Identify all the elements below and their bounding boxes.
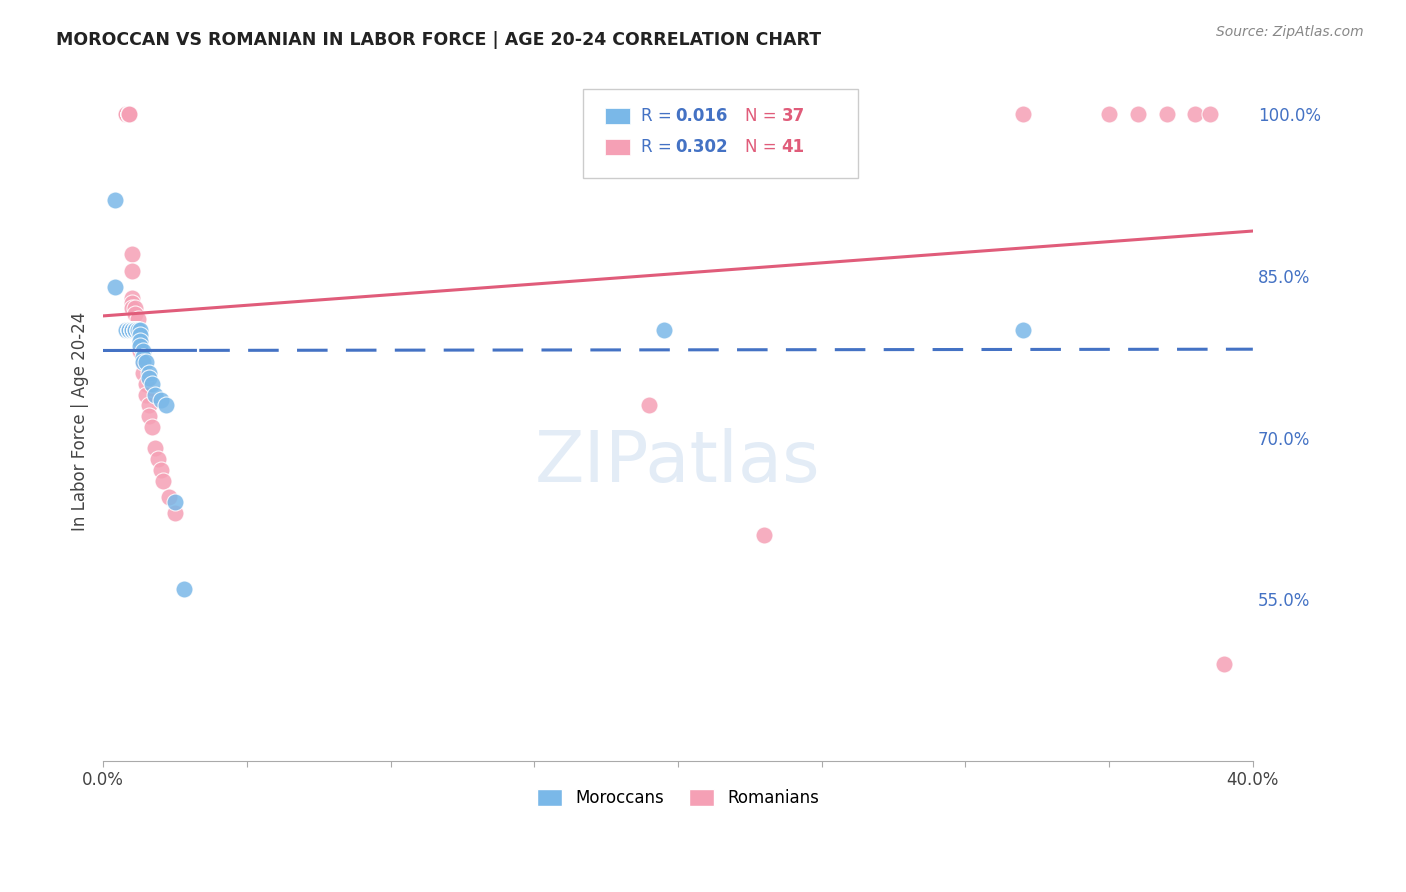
- Point: [132, 355, 155, 369]
- Point: [118, 107, 141, 121]
- Point: [118, 323, 141, 337]
- Point: [118, 107, 141, 121]
- Point: [146, 452, 169, 467]
- Point: [143, 442, 166, 456]
- Text: R =: R =: [641, 107, 672, 125]
- Point: [132, 355, 155, 369]
- Point: [124, 323, 146, 337]
- Point: [1012, 107, 1035, 121]
- Point: [132, 366, 155, 380]
- Point: [129, 344, 152, 359]
- Point: [118, 323, 141, 337]
- Point: [121, 247, 143, 261]
- Text: ZIPatlas: ZIPatlas: [536, 428, 821, 497]
- Text: N =: N =: [745, 138, 776, 156]
- Point: [124, 323, 146, 337]
- Text: N =: N =: [745, 107, 776, 125]
- Point: [118, 107, 141, 121]
- Point: [124, 301, 146, 316]
- Point: [138, 371, 160, 385]
- Point: [138, 409, 160, 423]
- Point: [118, 107, 141, 121]
- Point: [127, 323, 149, 337]
- Point: [104, 279, 127, 293]
- Point: [1126, 107, 1149, 121]
- Point: [638, 398, 661, 412]
- Text: 37: 37: [782, 107, 806, 125]
- Point: [143, 387, 166, 401]
- Point: [127, 312, 149, 326]
- Point: [1098, 107, 1121, 121]
- Point: [121, 323, 143, 337]
- Point: [121, 323, 143, 337]
- Point: [652, 323, 675, 337]
- Text: 0.302: 0.302: [675, 138, 727, 156]
- Point: [121, 291, 143, 305]
- Point: [124, 323, 146, 337]
- Point: [1156, 107, 1178, 121]
- Text: 0.016: 0.016: [675, 107, 727, 125]
- Point: [754, 527, 776, 541]
- Point: [1213, 657, 1236, 671]
- Point: [121, 301, 143, 316]
- Point: [115, 107, 138, 121]
- Point: [141, 376, 163, 391]
- Point: [121, 323, 143, 337]
- Point: [1184, 107, 1206, 121]
- Point: [129, 334, 152, 348]
- Point: [132, 344, 155, 359]
- Point: [149, 392, 172, 407]
- Y-axis label: In Labor Force | Age 20-24: In Labor Force | Age 20-24: [72, 312, 89, 531]
- Point: [149, 463, 172, 477]
- Point: [157, 490, 180, 504]
- Point: [129, 323, 152, 337]
- Point: [127, 323, 149, 337]
- Point: [1198, 107, 1220, 121]
- Text: Source: ZipAtlas.com: Source: ZipAtlas.com: [1216, 25, 1364, 39]
- Point: [127, 323, 149, 337]
- Point: [135, 355, 157, 369]
- Point: [132, 350, 155, 364]
- Point: [115, 323, 138, 337]
- Point: [163, 495, 186, 509]
- Point: [141, 420, 163, 434]
- Point: [118, 107, 141, 121]
- Text: MOROCCAN VS ROMANIAN IN LABOR FORCE | AGE 20-24 CORRELATION CHART: MOROCCAN VS ROMANIAN IN LABOR FORCE | AG…: [56, 31, 821, 49]
- Point: [1012, 323, 1035, 337]
- Point: [129, 339, 152, 353]
- Point: [121, 263, 143, 277]
- Point: [138, 398, 160, 412]
- Point: [104, 194, 127, 208]
- Point: [118, 323, 141, 337]
- Point: [124, 323, 146, 337]
- Point: [121, 323, 143, 337]
- Point: [129, 328, 152, 343]
- Point: [163, 506, 186, 520]
- Legend: Moroccans, Romanians: Moroccans, Romanians: [530, 782, 825, 814]
- Point: [152, 474, 174, 488]
- Point: [138, 366, 160, 380]
- Text: 41: 41: [782, 138, 804, 156]
- Point: [129, 334, 152, 348]
- Point: [118, 323, 141, 337]
- Point: [124, 307, 146, 321]
- Point: [115, 107, 138, 121]
- Point: [124, 323, 146, 337]
- Point: [135, 387, 157, 401]
- Point: [155, 398, 177, 412]
- Text: R =: R =: [641, 138, 672, 156]
- Point: [135, 376, 157, 391]
- Point: [173, 582, 195, 596]
- Point: [121, 296, 143, 310]
- Point: [118, 107, 141, 121]
- Point: [127, 323, 149, 337]
